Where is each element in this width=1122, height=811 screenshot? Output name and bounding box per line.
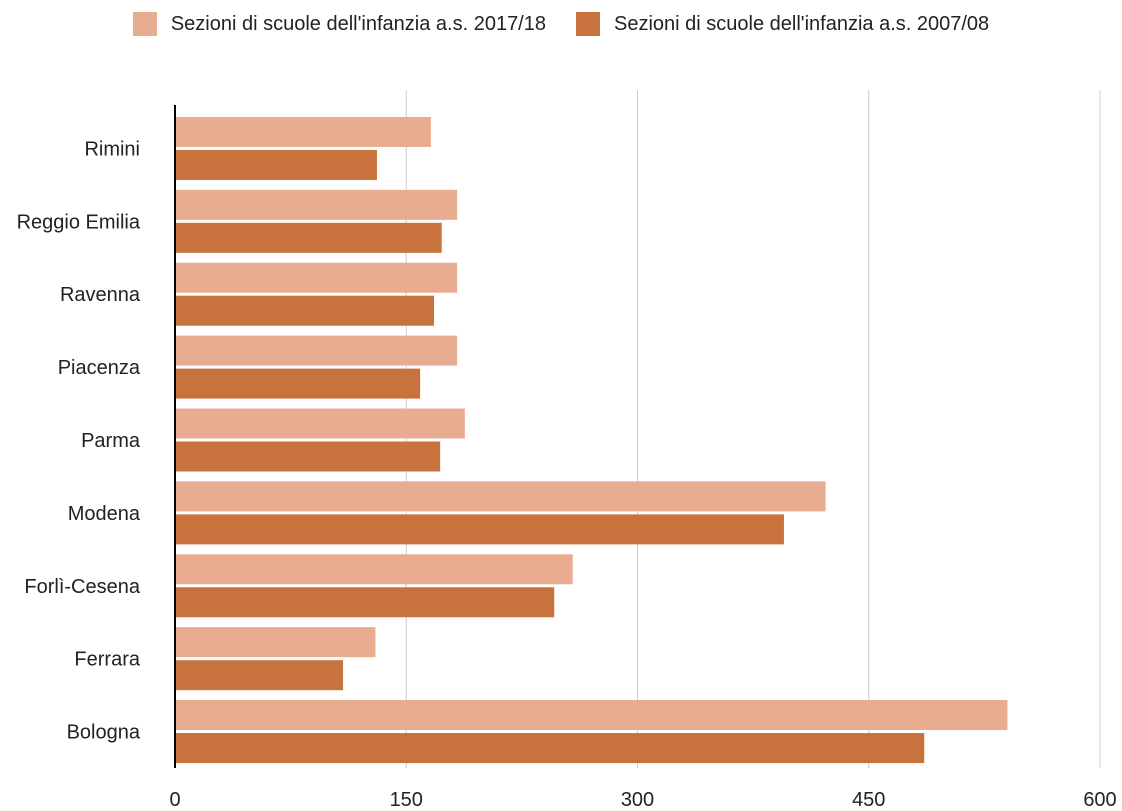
legend: Sezioni di scuole dell'infanzia a.s. 201…: [0, 12, 1122, 36]
bar-2017: [175, 189, 458, 220]
y-category-label: Ravenna: [60, 284, 141, 306]
bar-2007: [175, 295, 434, 326]
bar-2017: [175, 700, 1008, 731]
bar-2017: [175, 627, 376, 658]
bar-2007: [175, 441, 441, 472]
bar-2017: [175, 335, 458, 366]
x-tick-label: 150: [390, 789, 423, 811]
legend-swatch-2017: [132, 12, 157, 36]
bar-2017: [175, 116, 431, 147]
legend-label-2017: Sezioni di scuole dell'infanzia a.s. 201…: [170, 12, 546, 35]
bar-2007: [175, 514, 784, 545]
bar-2007: [175, 222, 442, 253]
legend-item-2007: Sezioni di scuole dell'infanzia a.s. 200…: [576, 12, 989, 36]
y-category-label: Piacenza: [58, 357, 141, 379]
y-category-label: Ferrara: [74, 649, 140, 671]
bar-2007: [175, 660, 344, 691]
bar-2007: [175, 587, 555, 618]
legend-item-2017: Sezioni di scuole dell'infanzia a.s. 201…: [132, 12, 546, 36]
bar-2007: [175, 149, 377, 180]
bar-2017: [175, 408, 465, 439]
legend-label-2007: Sezioni di scuole dell'infanzia a.s. 200…: [614, 12, 990, 35]
bar-2017: [175, 481, 826, 512]
x-tick-label: 450: [852, 789, 885, 811]
bar-2017: [175, 554, 573, 585]
y-category-label: Reggio Emilia: [17, 211, 141, 233]
bar-2007: [175, 368, 421, 399]
y-category-label: Rimini: [84, 138, 140, 160]
legend-swatch-2007: [576, 12, 600, 36]
bar-2017: [175, 262, 458, 293]
y-category-label: Parma: [81, 430, 141, 452]
y-category-label: Forlì-Cesena: [24, 576, 140, 598]
x-tick-label: 300: [621, 789, 654, 811]
y-category-label: Modena: [68, 503, 141, 525]
y-category-label: Bologna: [67, 722, 141, 744]
x-tick-label: 0: [169, 789, 180, 811]
bar-2007: [175, 733, 925, 764]
x-tick-label: 600: [1083, 789, 1116, 811]
